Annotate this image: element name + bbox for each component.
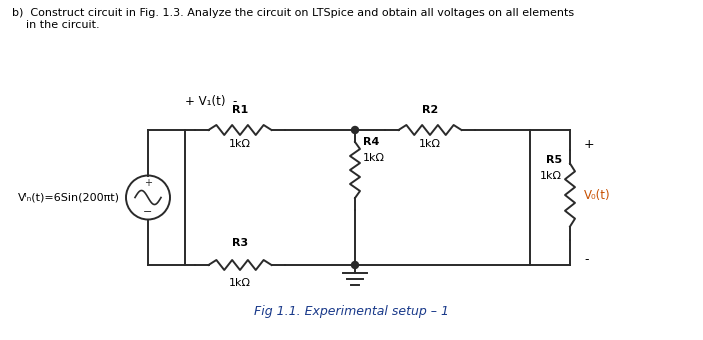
Text: Fig 1.1. Experimental setup – 1: Fig 1.1. Experimental setup – 1: [254, 306, 449, 319]
Text: V₀(t): V₀(t): [584, 188, 611, 202]
Text: R1: R1: [232, 105, 248, 115]
Text: R2: R2: [422, 105, 438, 115]
Text: 1kΩ: 1kΩ: [419, 139, 441, 149]
Text: R3: R3: [232, 238, 248, 248]
Text: 1kΩ: 1kΩ: [540, 171, 562, 181]
Text: R5: R5: [546, 155, 562, 165]
Text: Vᴵₙ(t)=6Sin(200πt): Vᴵₙ(t)=6Sin(200πt): [18, 192, 120, 203]
Circle shape: [352, 261, 359, 269]
Text: R4: R4: [363, 137, 380, 147]
Text: b)  Construct circuit in Fig. 1.3. Analyze the circuit on LTSpice and obtain all: b) Construct circuit in Fig. 1.3. Analyz…: [12, 8, 574, 30]
Text: 1kΩ: 1kΩ: [363, 153, 385, 163]
Circle shape: [352, 126, 359, 134]
Text: 1kΩ: 1kΩ: [229, 139, 251, 149]
Text: −: −: [143, 207, 153, 218]
Text: +: +: [584, 138, 595, 152]
Text: +: +: [144, 178, 152, 188]
Text: -: -: [584, 254, 588, 267]
Text: 1kΩ: 1kΩ: [229, 278, 251, 288]
Text: + V₁(t)  -: + V₁(t) -: [185, 96, 238, 108]
